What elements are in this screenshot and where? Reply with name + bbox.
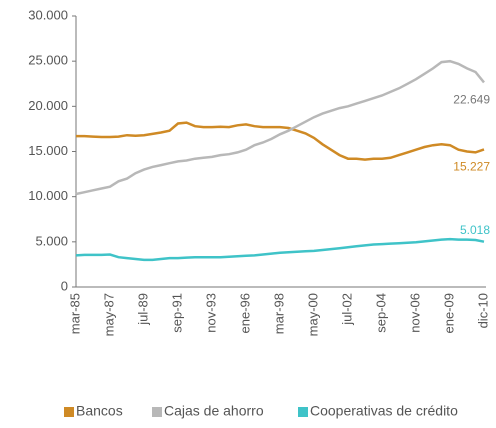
x-tick-label: ene-96 — [237, 293, 252, 333]
x-tick-label: nov-06 — [407, 293, 422, 333]
legend-swatch — [152, 407, 162, 417]
x-tick-label: sep-91 — [169, 293, 184, 333]
x-tick-label: jul-89 — [135, 293, 150, 326]
data-label: 15.227 — [453, 160, 490, 174]
legend-swatch — [298, 407, 308, 417]
legend-label: Cooperativas de crédito — [310, 403, 458, 419]
y-tick-label: 10.000 — [28, 188, 68, 203]
x-tick-label: ene-09 — [441, 293, 456, 333]
line — [76, 121, 485, 161]
data-label: 5.018 — [460, 223, 490, 237]
line — [75, 237, 485, 262]
x-tick-label: jul-02 — [339, 293, 354, 326]
data-label: 22.649 — [453, 93, 490, 107]
line — [75, 59, 485, 196]
y-tick-label: 20.000 — [28, 98, 68, 113]
x-tick-label: may-87 — [101, 293, 116, 336]
y-tick-label: 30.000 — [28, 7, 68, 22]
x-tick-label: may-00 — [305, 293, 320, 336]
legend-swatch — [64, 407, 74, 417]
x-tick-label: nov-93 — [203, 293, 218, 333]
y-tick-label: 25.000 — [28, 53, 68, 68]
x-tick-label: dic-10 — [475, 293, 490, 328]
legend-label: Cajas de ahorro — [164, 403, 264, 419]
y-tick-label: 5.000 — [35, 233, 68, 248]
x-tick-label: mar-85 — [67, 293, 82, 334]
x-tick-label: mar-98 — [271, 293, 286, 334]
y-tick-label: 0 — [61, 278, 68, 293]
legend-label: Bancos — [76, 403, 123, 419]
y-tick-label: 15.000 — [28, 143, 68, 158]
x-tick-label: sep-04 — [373, 293, 388, 333]
